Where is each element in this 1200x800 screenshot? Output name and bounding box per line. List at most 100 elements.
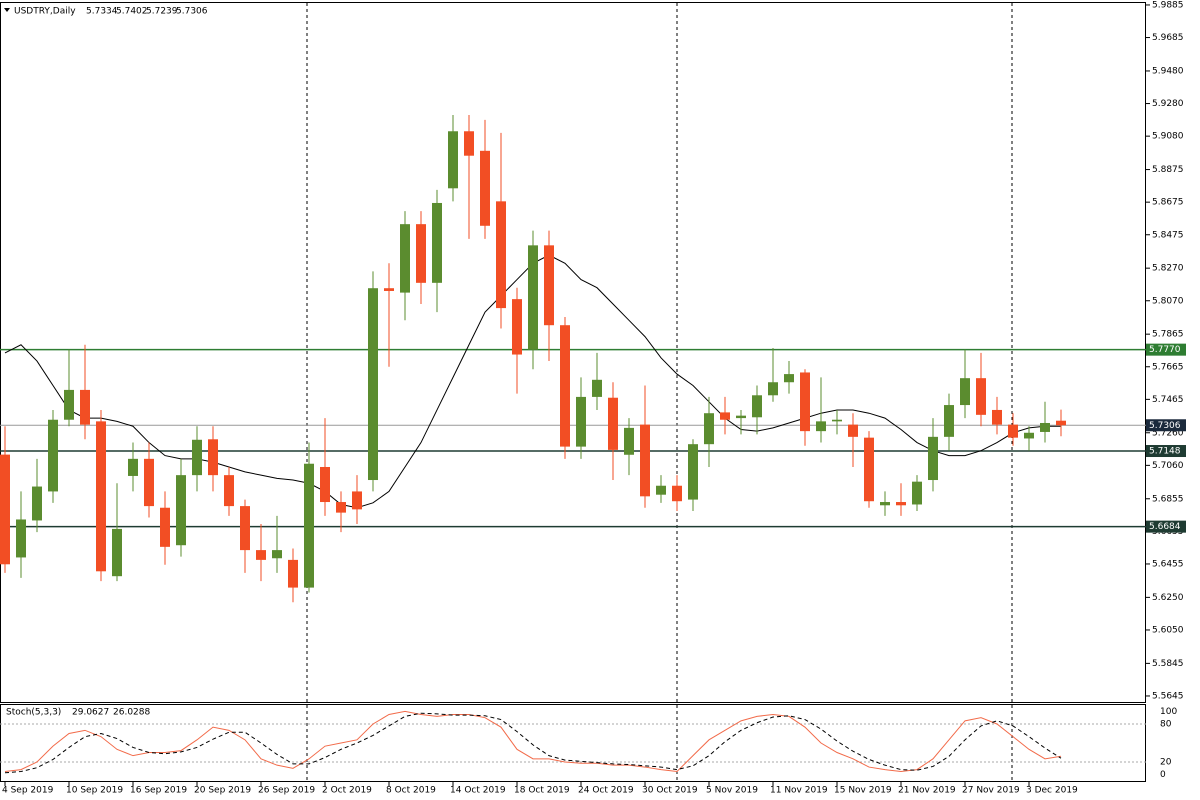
candle-body [224,475,234,507]
y-tick-label: 5.6855 [1152,494,1184,504]
candle-body [144,458,154,507]
candle-body [96,421,106,572]
candle-body [688,444,698,500]
candle-body [704,413,714,445]
y-tick-label: 5.8270 [1152,264,1184,274]
candle-body [16,519,26,558]
candle-body [208,439,218,476]
indicator-tick-label: 80 [1160,720,1172,730]
candle-body [448,131,458,189]
y-tick-label: 5.8675 [1152,198,1184,208]
candle-body [608,397,618,450]
candle-body [48,419,58,492]
candle-body [576,396,586,447]
candle-body [768,382,778,396]
candle-body [176,475,186,546]
candle-body [256,550,266,560]
candle-body [496,201,506,309]
y-tick-label: 5.7060 [1152,461,1184,471]
x-tick-label: 4 Sep 2019 [2,786,54,796]
separators [306,3,1013,781]
candle-body [912,481,922,505]
candle-body [336,502,346,513]
x-tick-label: 16 Sep 2019 [130,786,187,796]
x-tick-label: 15 Nov 2019 [834,786,892,796]
x-tick-label: 8 Oct 2019 [386,786,436,796]
candle-body [928,436,938,481]
y-tick-label: 5.6050 [1152,625,1184,635]
level-label: 5.7770 [1149,345,1181,355]
x-tick-label: 24 Oct 2019 [578,786,634,796]
candle-body [32,486,42,521]
y-tick-label: 5.6455 [1152,559,1184,569]
candle-body [800,372,810,432]
ohlc-high: 5.7402 [116,7,148,17]
y-tick-label: 5.9885 [1152,0,1184,10]
candle-body [720,412,730,420]
y-tick-label: 5.9685 [1152,33,1184,43]
y-tick-label: 5.8475 [1152,230,1184,240]
y-tick-label: 5.5845 [1152,659,1184,669]
ohlc-close: 5.7306 [176,7,208,17]
x-tick-label: 20 Sep 2019 [194,786,251,796]
y-tick-label: 5.7260 [1152,428,1184,438]
candle-body [1024,432,1034,439]
candle-body [560,325,570,447]
y-tick-label: 5.9480 [1152,66,1184,76]
indicator-main-value: 29.0627 [72,708,109,718]
candle-body [1056,420,1066,426]
candle-body [848,424,858,437]
candle-body [512,299,522,355]
candle-body [960,378,970,406]
indicator-pane [0,704,1146,782]
indicator-line [4,710,1062,773]
candle-body [416,224,426,283]
candle-body [352,491,362,510]
candle-body [192,439,202,476]
candle-body [784,374,794,383]
candle-body [128,458,138,476]
candle-body [880,502,890,506]
x-tick-label: 3 Dec 2019 [1026,786,1078,796]
candle-body [304,463,314,588]
candle-body [640,424,650,497]
candle-body [656,485,666,495]
x-tick-label: 2 Oct 2019 [322,786,372,796]
y-tick-label: 5.7465 [1152,395,1184,405]
candle-body [480,150,490,226]
chart-title: USDTRY,Daily [14,7,76,17]
candle-body [64,389,74,420]
x-tick-label: 26 Sep 2019 [258,786,315,796]
indicator-line [4,712,1062,774]
candle-body [832,419,842,422]
candle-body [288,559,298,588]
y-tick-label: 5.9280 [1152,99,1184,109]
candle-body [160,507,170,547]
current-price-box [1146,419,1186,432]
candle-body [1008,424,1018,438]
indicator-title: Stoch(5,3,3) [6,708,61,718]
x-tick-label: 21 Nov 2019 [898,786,956,796]
candle-body [976,378,986,415]
candle-body [272,550,282,559]
x-tick-label: 11 Nov 2019 [770,786,828,796]
indicator-signal-value: 26.0288 [113,708,150,718]
candle-body [992,409,1002,425]
candle-body [752,395,762,418]
y-tick-label: 5.5645 [1152,691,1184,701]
indicator-tick-label: 100 [1160,707,1177,717]
candle-body [464,131,474,156]
main-pane [0,2,1146,703]
candle-body [864,437,874,502]
y-tick-label: 5.7665 [1152,362,1184,372]
level-label-box [1146,445,1186,458]
candle-body [320,466,330,503]
candle-body [672,485,682,502]
candle-body [944,405,954,437]
candle-body [736,415,746,419]
candle-body [624,427,634,455]
candle-body [896,502,906,506]
level-label-box [1146,343,1186,356]
